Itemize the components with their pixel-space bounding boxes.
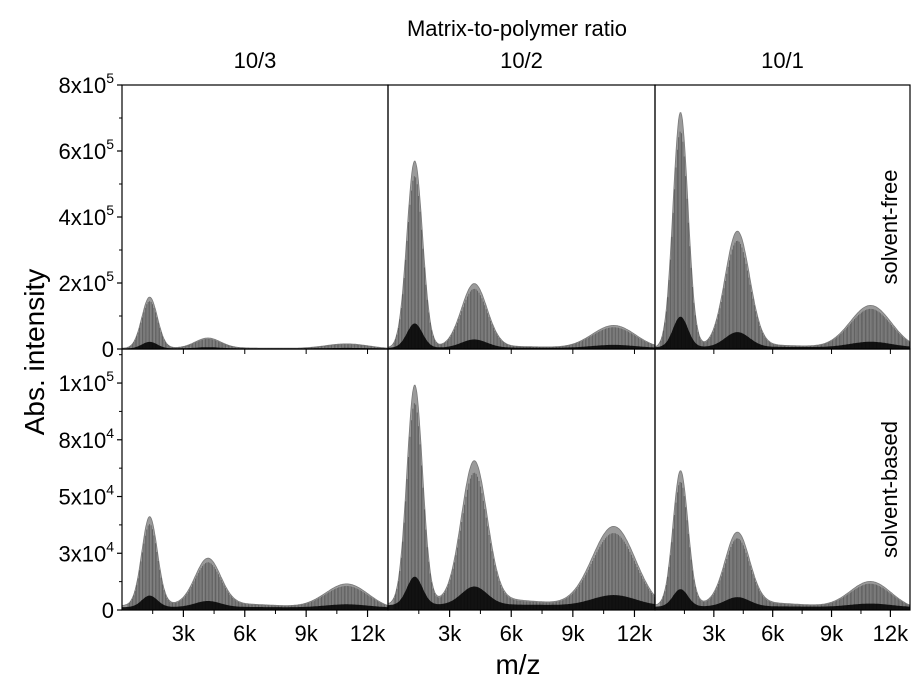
spectrum-inner [388, 576, 655, 610]
column-title: 10/1 [761, 48, 804, 73]
column-title: 10/2 [500, 48, 543, 73]
spectrum-envelope [388, 160, 655, 349]
panel-1 [387, 84, 656, 350]
y-tick-label: 6x105 [58, 136, 114, 164]
panel-2 [654, 84, 911, 350]
x-axis-label: m/z [495, 649, 540, 678]
x-tick-label: 6k [500, 621, 524, 646]
panel-5 [654, 348, 911, 611]
row-title: solvent-free [877, 170, 902, 285]
x-tick-label: 3k [702, 621, 726, 646]
spectrum-envelope [655, 112, 910, 349]
spectrum-lines [660, 482, 910, 610]
x-axis: 3k 6k 9k 12k 3k 6k 9k 12k 3k 6k 9k 12k [152, 349, 909, 646]
x-tick-label: 9k [295, 621, 319, 646]
y-tick-label: 8x104 [58, 425, 114, 453]
spectrum-envelope [388, 384, 655, 610]
spectrum-inner [655, 589, 910, 610]
x-tick-label: 3k [438, 621, 462, 646]
spectrum-inner [122, 341, 388, 349]
panel-0 [121, 84, 389, 350]
y-tick-label: 8x105 [58, 70, 114, 98]
panels [121, 84, 911, 611]
x-tick-label: 3k [172, 621, 196, 646]
y-tick-label: 1x105 [58, 368, 114, 396]
spectrum-lines [393, 176, 655, 349]
y-axis-label: Abs. intensity [19, 269, 50, 436]
spectrum-inner [122, 595, 388, 610]
x-tick-label: 12k [873, 621, 909, 646]
x-tick-label: 6k [233, 621, 257, 646]
spectrum-envelope [655, 470, 910, 610]
y-tick-label: 5x104 [58, 482, 114, 510]
x-tick-label: 9k [561, 621, 585, 646]
y-tick-label: 2x105 [58, 268, 114, 296]
spectrum-envelope [122, 516, 388, 610]
panel-3 [121, 348, 389, 611]
panel-4 [387, 348, 656, 611]
x-tick-label: 6k [761, 621, 785, 646]
spectrum-envelope [122, 296, 388, 349]
y-tick-label: 4x105 [58, 202, 114, 230]
row-titles: solvent-free solvent-based [877, 170, 902, 558]
panel-frame [121, 348, 389, 611]
spectrum-lines [393, 403, 655, 610]
panel-frame [121, 84, 389, 350]
spectrum-inner [388, 323, 655, 349]
x-tick-label: 12k [617, 621, 653, 646]
column-titles: 10/3 10/2 10/1 [234, 48, 804, 73]
y-axes: 0 2x105 4x105 6x105 8x105 0 3x104 5x104 8x104 1x1… [58, 70, 122, 623]
spectrum-lines [127, 301, 388, 349]
spectrum-lines [660, 131, 910, 349]
y-tick-label: 0 [102, 337, 114, 362]
y-tick-label: 3x104 [58, 538, 114, 566]
x-tick-label: 12k [350, 621, 386, 646]
row-title: solvent-based [877, 421, 902, 558]
x-tick-label: 9k [820, 621, 844, 646]
column-title: 10/3 [234, 48, 277, 73]
figure-title: Matrix-to-polymer ratio [407, 16, 627, 41]
spectrum-inner [655, 316, 910, 349]
panel-frame [654, 348, 911, 611]
y-tick-label: 0 [102, 598, 114, 623]
